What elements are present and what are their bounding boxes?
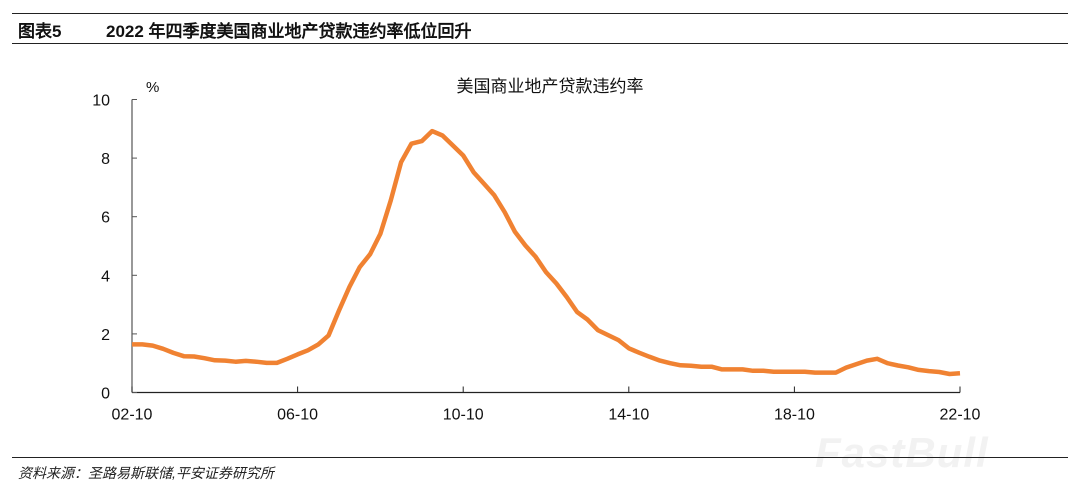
y-axis-unit: %: [146, 79, 159, 96]
y-tick-label: 4: [101, 268, 110, 285]
watermark: FastBull: [815, 429, 989, 476]
y-tick-label: 2: [101, 327, 110, 344]
x-tick-label: 06-10: [277, 407, 318, 424]
x-tick-label: 02-10: [112, 407, 153, 424]
figure-label: 图表5: [18, 22, 62, 41]
bottom-rule: [12, 457, 1068, 458]
y-tick-label: 10: [92, 93, 110, 110]
x-tick-label: 14-10: [608, 407, 649, 424]
axes: [131, 99, 960, 394]
x-tick-label: 18-10: [774, 407, 815, 424]
x-tick-label: 22-10: [940, 407, 981, 424]
figure-header: 图表5 2022 年四季度美国商业地产贷款违约率低位回升: [18, 17, 472, 42]
chart-title: 美国商业地产贷款违约率: [457, 77, 644, 96]
header-rule: [12, 43, 1068, 44]
x-tick-label: 10-10: [443, 407, 484, 424]
y-tick-label: 0: [101, 386, 110, 403]
figure-title: 2022 年四季度美国商业地产贷款违约率低位回升: [106, 22, 472, 41]
y-tick-label: 6: [101, 210, 110, 227]
series-line: [132, 128, 961, 377]
y-tick-label: 8: [101, 151, 110, 168]
source-note: 资料来源：圣路易斯联储,平安证券研究所: [18, 465, 274, 481]
top-rule: [12, 13, 1068, 14]
